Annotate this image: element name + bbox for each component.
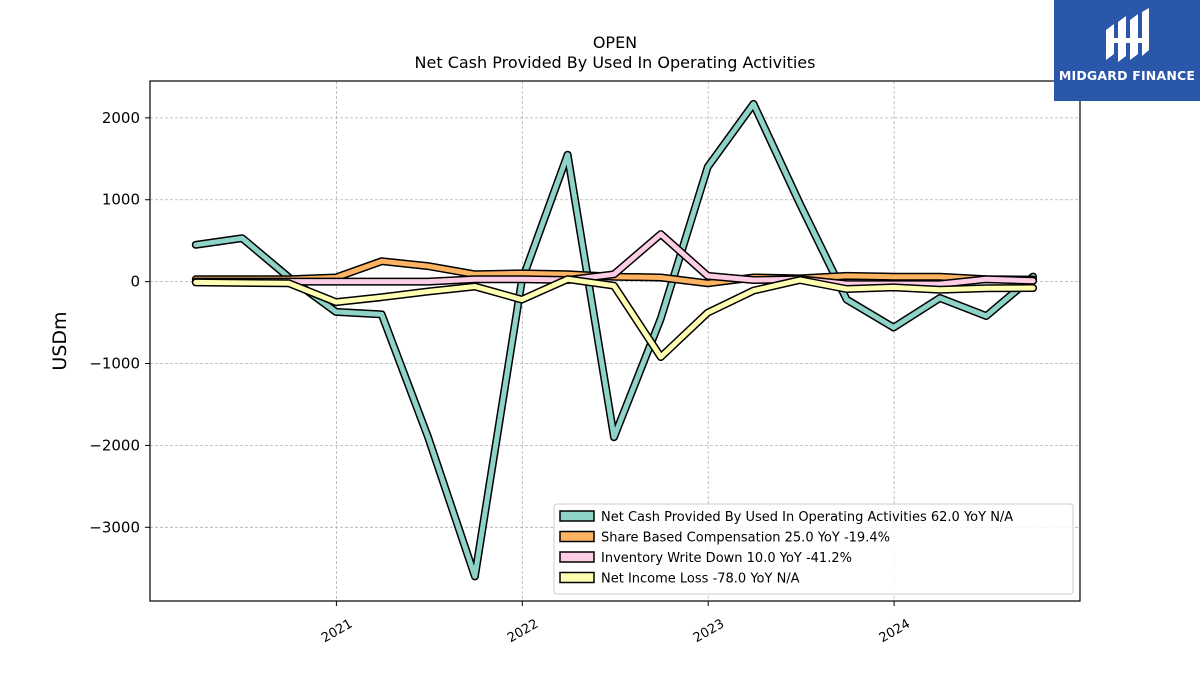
- brand-name: MIDGARD FINANCE: [1058, 68, 1196, 83]
- legend-swatch: [559, 530, 595, 543]
- chart-subtitle: Net Cash Provided By Used In Operating A…: [415, 53, 816, 72]
- legend-frame: [553, 503, 1074, 595]
- legend-swatch: [559, 510, 595, 522]
- y-tick-label: 2000: [102, 109, 140, 127]
- y-tick-label: 1000: [102, 191, 140, 209]
- legend-swatch: [559, 571, 595, 584]
- legend-label: Share Based Compensation 25.0 YoY -19.4%: [601, 531, 890, 546]
- legend-label: Inventory Write Down 10.0 YoY -41.2%: [601, 551, 852, 566]
- legend-label: Net Income Loss -78.0 YoY N/A: [601, 572, 800, 587]
- y-axis: −3000 −2000 −1000 0 1000 2000: [89, 109, 150, 536]
- brand-logo: MIDGARD FINANCE: [1054, 0, 1200, 101]
- plot-frame: [149, 80, 1081, 602]
- series-line-0: [193, 101, 1036, 579]
- x-tick-label: 2022: [505, 617, 541, 647]
- x-tick-label: 2021: [319, 617, 355, 647]
- y-tick-label: −1000: [89, 355, 140, 373]
- chart-title: OPEN: [593, 33, 637, 52]
- y-tick-label: −2000: [89, 436, 140, 454]
- series-line-3: [193, 276, 1036, 360]
- y-tick-label: 0: [130, 273, 140, 291]
- y-tick-label: −3000: [89, 518, 140, 536]
- legend-swatch: [559, 551, 595, 563]
- series-lines: [191, 99, 1038, 581]
- legend: Net Cash Provided By Used In Operating A…: [553, 503, 1074, 595]
- x-tick-label: 2023: [691, 617, 727, 647]
- logo-mark-icon: [1106, 8, 1149, 62]
- x-tick-label: 2024: [877, 617, 913, 647]
- legend-label: Net Cash Provided By Used In Operating A…: [601, 510, 1013, 525]
- x-axis: 2021 2022 2023 2024: [319, 601, 913, 646]
- y-axis-label: USDm: [49, 311, 71, 370]
